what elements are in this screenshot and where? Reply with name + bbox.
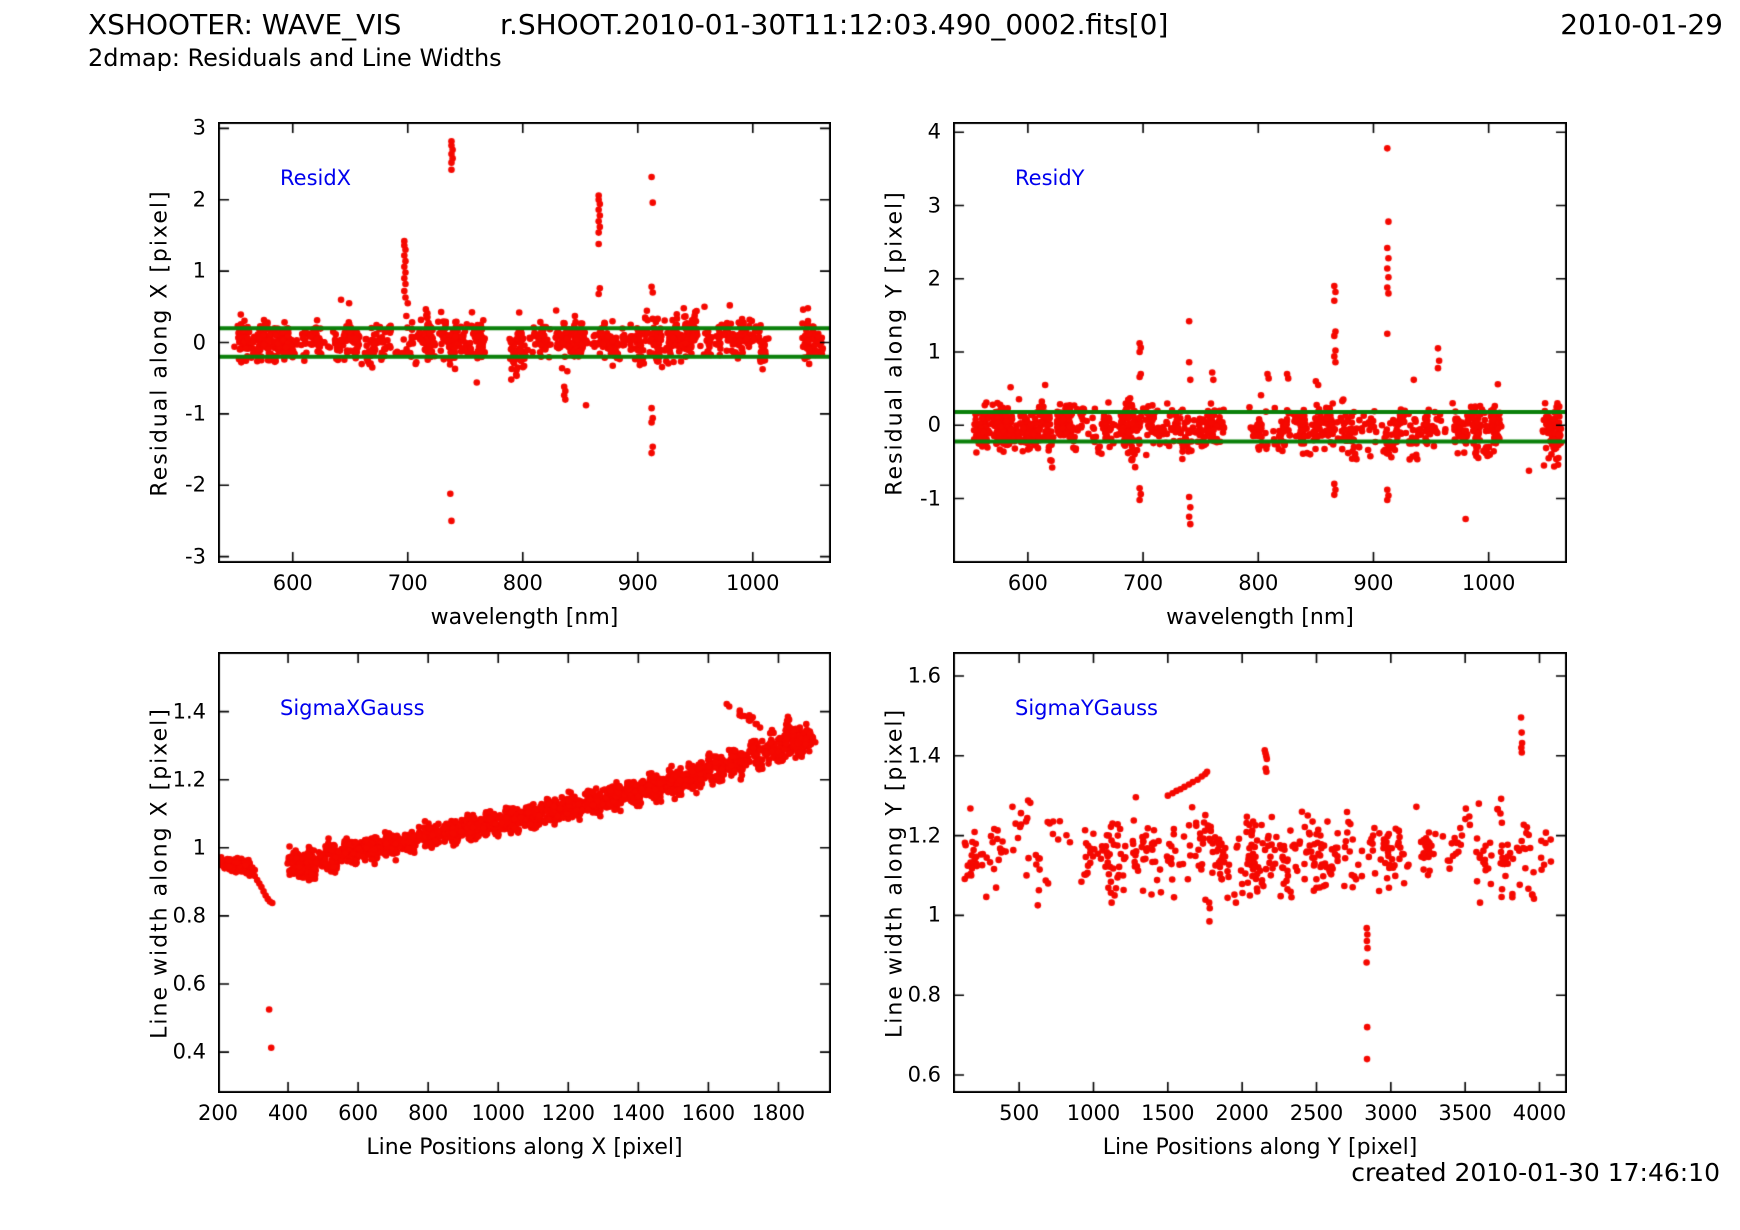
x-tick-label: 800 xyxy=(502,571,543,595)
x-tick-label: 1000 xyxy=(1461,571,1516,595)
page-title: XSHOOTER: WAVE_VIS xyxy=(88,8,402,41)
y-tick-label: 1.2 xyxy=(907,823,941,848)
residx-scatter-canvas xyxy=(218,122,831,563)
sigmaygauss-xaxis-label: Line Positions along Y [pixel] xyxy=(1102,1135,1418,1160)
y-tick-label: 0.6 xyxy=(172,971,206,996)
y-tick-label: 0.6 xyxy=(907,1062,941,1087)
y-tick-label: 0.8 xyxy=(907,982,941,1007)
x-tick-label: 2000 xyxy=(1215,1101,1269,1125)
sigmaygauss-inset-label: SigmaYGauss xyxy=(1015,696,1158,720)
residy-inset-label: ResidY xyxy=(1015,166,1085,190)
sigmaygauss-yaxis-label: Line width along Y [pixel] xyxy=(882,707,908,1038)
observation-date: 2010-01-29 xyxy=(1560,8,1723,41)
residx-xaxis-label: wavelength [nm] xyxy=(430,605,619,630)
y-tick-label: -2 xyxy=(185,472,206,497)
y-tick-label: 1.6 xyxy=(907,663,941,688)
x-tick-label: 800 xyxy=(408,1101,449,1125)
x-tick-label: 700 xyxy=(1123,571,1164,595)
x-tick-label: 1000 xyxy=(471,1101,525,1125)
y-tick-label: 4 xyxy=(927,119,941,144)
y-tick-label: 1 xyxy=(192,258,206,283)
y-tick-label: 1.4 xyxy=(907,743,941,768)
residy-scatter-canvas xyxy=(953,122,1567,563)
x-tick-label: 2500 xyxy=(1289,1101,1344,1125)
sigmaygauss-scatter-canvas xyxy=(953,652,1567,1093)
y-tick-label: 1 xyxy=(927,339,941,364)
y-tick-label: 1.4 xyxy=(172,699,206,724)
y-tick-label: 1 xyxy=(927,902,941,927)
y-tick-label: 2 xyxy=(192,187,206,212)
y-tick-label: 1.2 xyxy=(172,767,206,792)
x-tick-label: 200 xyxy=(197,1101,239,1125)
residy-yaxis-label: Residual along Y [pixel] xyxy=(882,189,908,496)
x-tick-label: 1500 xyxy=(1141,1101,1195,1125)
x-tick-label: 700 xyxy=(387,571,428,595)
y-tick-label: 1 xyxy=(192,835,206,860)
page-subtitle: 2dmap: Residuals and Line Widths xyxy=(88,44,502,72)
y-tick-label: 2 xyxy=(927,266,941,291)
y-tick-label: -1 xyxy=(920,486,941,511)
x-tick-label: 800 xyxy=(1238,571,1279,595)
x-tick-label: 1400 xyxy=(611,1101,666,1125)
x-tick-label: 600 xyxy=(1007,571,1048,595)
x-tick-label: 4000 xyxy=(1512,1101,1567,1125)
x-tick-label: 400 xyxy=(268,1101,309,1125)
x-tick-label: 600 xyxy=(338,1101,379,1125)
sigmaxgauss-xaxis-label: Line Positions along X [pixel] xyxy=(366,1135,683,1160)
x-tick-label: 600 xyxy=(272,571,313,595)
x-tick-label: 900 xyxy=(1353,571,1394,595)
x-tick-label: 500 xyxy=(999,1101,1040,1125)
created-timestamp: created 2010-01-30 17:46:10 xyxy=(1351,1158,1720,1187)
residx-yaxis-label: Residual along X [pixel] xyxy=(147,188,173,497)
x-tick-label: 3000 xyxy=(1364,1101,1418,1125)
residy-xaxis-label: wavelength [nm] xyxy=(1166,605,1354,630)
y-tick-label: 0 xyxy=(927,412,941,437)
y-tick-label: 0 xyxy=(192,330,206,354)
y-tick-label: -3 xyxy=(185,544,206,569)
fits-filename: r.SHOOT.2010-01-30T11:12:03.490_0002.fit… xyxy=(500,8,1169,41)
sigmaxgauss-yaxis-label: Line width along X [pixel] xyxy=(147,706,173,1039)
x-tick-label: 3500 xyxy=(1438,1101,1492,1125)
x-tick-label: 900 xyxy=(617,571,658,595)
x-tick-label: 1800 xyxy=(751,1101,806,1125)
y-tick-label: 3 xyxy=(927,193,941,217)
y-tick-label: 0.8 xyxy=(172,903,206,928)
x-tick-label: 1600 xyxy=(681,1101,736,1125)
y-tick-label: -1 xyxy=(185,401,206,426)
sigmaxgauss-inset-label: SigmaXGauss xyxy=(280,696,425,720)
y-tick-label: 3 xyxy=(192,115,206,140)
residx-inset-label: ResidX xyxy=(280,166,352,190)
x-tick-label: 1200 xyxy=(541,1101,596,1125)
x-tick-label: 1000 xyxy=(1066,1101,1121,1125)
sigmaxgauss-scatter-canvas xyxy=(218,652,831,1093)
y-tick-label: 0.4 xyxy=(172,1039,206,1064)
x-tick-label: 1000 xyxy=(726,571,780,595)
